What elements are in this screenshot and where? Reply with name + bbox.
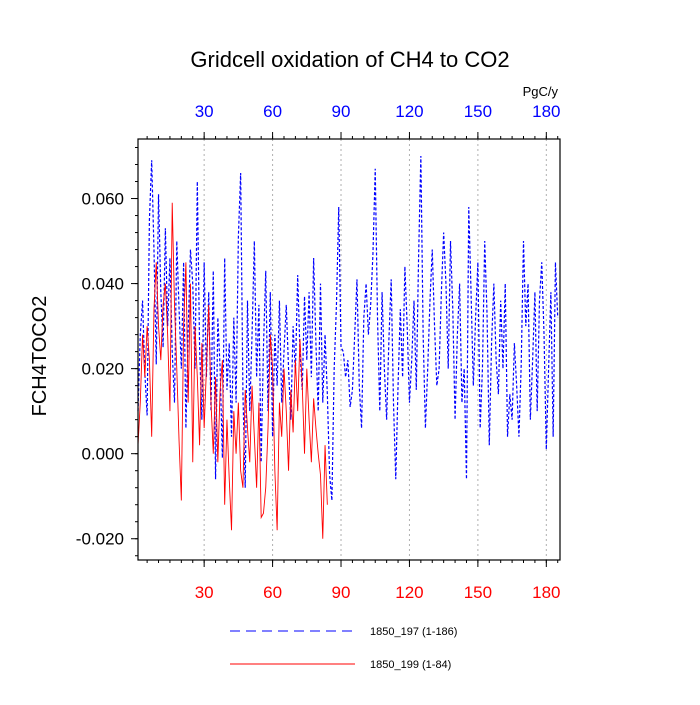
x-tick-label-bottom: 120 [395,583,423,602]
x-tick-label-bottom: 60 [263,583,282,602]
x-tick-label-top: 90 [332,102,351,121]
series-layer [137,155,559,539]
x-tick-label-top: 60 [263,102,282,121]
x-tick-label-bottom: 180 [532,583,560,602]
series-line-1 [137,155,559,501]
y-tick-label: 0.020 [81,360,124,379]
x-tick-label-top: 120 [395,102,423,121]
x-tick-label-bottom: 90 [332,583,351,602]
x-tick-label-bottom: 150 [464,583,492,602]
y-axis-label: FCH4TOCO2 [29,296,51,417]
y-tick-label: -0.020 [76,530,124,549]
legend: 1850_197 (1-186) 1850_199 (1-84) [230,626,457,671]
series-line-2 [137,202,328,539]
y-tick-label: 0.040 [81,275,124,294]
y-tick-label: 0.000 [81,445,124,464]
x-tick-label-top: 150 [464,102,492,121]
legend-label-2: 1850_199 (1-84) [370,659,451,671]
legend-label-1: 1850_197 (1-186) [370,626,457,638]
x-tick-label-bottom: 30 [195,583,214,602]
y-tick-label: 0.060 [81,190,124,209]
axes: -0.020 0.000 0.020 0.040 0.060 30 30 60 60 90 90 12… [76,102,561,602]
grid-lines [203,139,547,560]
chart-title: Gridcell oxidation of CH4 to CO2 [190,47,509,72]
x-tick-label-top: 30 [195,102,214,121]
plot-frame [137,138,561,561]
x-tick-label-top: 180 [532,102,560,121]
top-axis-units: PgC/y [523,84,559,99]
